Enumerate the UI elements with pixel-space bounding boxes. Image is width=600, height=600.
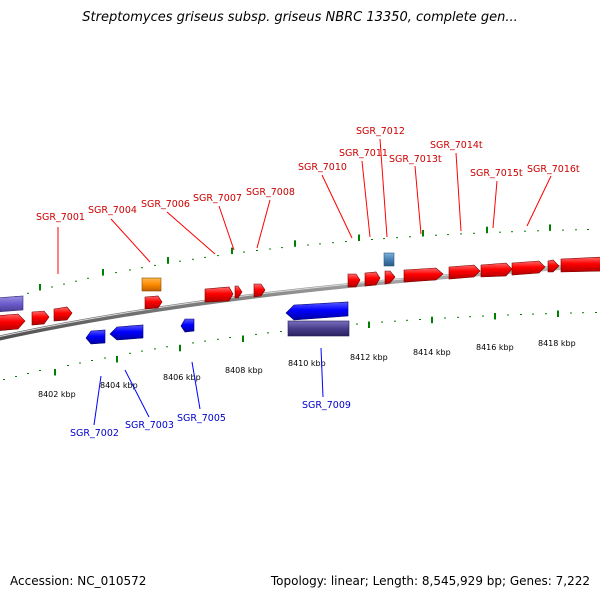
scale-label: 8404 kbp (100, 381, 138, 390)
gene-label[interactable]: SGR_7001 (36, 212, 85, 223)
gene-arrow[interactable] (204, 286, 234, 303)
gene-arrow[interactable] (511, 260, 546, 276)
gene-arrow[interactable] (31, 310, 50, 326)
scale-label: 8408 kbp (225, 366, 263, 375)
gene-label[interactable]: SGR_7009 (302, 400, 351, 411)
gene-arrow[interactable] (253, 283, 266, 298)
gene-label[interactable]: SGR_7011 (339, 148, 388, 159)
scale-labels: 8402 kbp 8404 kbp 8406 kbp 8408 kbp 8410… (38, 339, 576, 399)
gene-arrow[interactable] (109, 324, 144, 341)
gene-label[interactable]: SGR_7007 (193, 193, 242, 204)
gene-label[interactable]: SGR_7006 (141, 199, 190, 210)
gene-arrow[interactable] (560, 256, 600, 273)
scale-label: 8412 kbp (350, 353, 388, 362)
gene-label[interactable]: SGR_7012 (356, 126, 405, 137)
gene-label[interactable]: SGR_7008 (246, 187, 295, 198)
forward-ruler (3, 224, 589, 301)
scale-label: 8414 kbp (413, 348, 451, 357)
gene-label[interactable]: SGR_7013t (389, 154, 442, 165)
gene-label[interactable]: SGR_7004 (88, 205, 137, 216)
scale-label: 8402 kbp (38, 390, 76, 399)
gene-label[interactable]: SGR_7003 (125, 420, 174, 431)
reverse-genes[interactable] (85, 301, 349, 345)
genome-info-text: Topology: linear; Length: 8,545,929 bp; … (270, 574, 590, 588)
feature-block-dark-slate[interactable] (287, 320, 350, 337)
gene-label[interactable]: SGR_7002 (70, 428, 119, 439)
forward-gene-labels: SGR_7001 SGR_7004 SGR_7006 SGR_7007 SGR_… (36, 126, 580, 223)
feature-block-orange[interactable] (141, 277, 162, 292)
gene-arrow[interactable] (384, 270, 396, 285)
gene-arrow[interactable] (144, 295, 163, 310)
gene-arrow[interactable] (180, 318, 195, 333)
reverse-gene-labels: SGR_7002 SGR_7003 SGR_7005 SGR_7009 (70, 400, 351, 439)
reverse-label-connectors (93, 347, 324, 426)
gene-arrow[interactable] (0, 313, 26, 331)
gene-arrow[interactable] (285, 301, 349, 321)
feature-block-slate[interactable] (0, 295, 24, 312)
forward-genes[interactable] (0, 256, 600, 331)
gene-arrow[interactable] (234, 285, 243, 299)
scale-label: 8416 kbp (476, 343, 514, 352)
scale-label: 8406 kbp (163, 373, 201, 382)
gene-label[interactable]: SGR_7015t (470, 168, 523, 179)
gene-label[interactable]: SGR_7010 (298, 162, 347, 173)
scale-label: 8410 kbp (288, 359, 326, 368)
feature-block-steel[interactable] (383, 252, 395, 267)
gene-arrow[interactable] (347, 273, 361, 288)
gene-arrow[interactable] (364, 271, 381, 287)
genome-title: Streptomyces griseus subsp. griseus NBRC… (82, 10, 518, 25)
gene-arrow[interactable] (53, 306, 73, 322)
forward-label-connectors (57, 138, 552, 274)
gene-arrow[interactable] (448, 264, 481, 280)
gene-label[interactable]: SGR_7016t (527, 164, 580, 175)
gene-arrow[interactable] (85, 329, 106, 345)
gene-label[interactable]: SGR_7014t (430, 140, 483, 151)
gene-arrow[interactable] (403, 267, 444, 283)
accession-text: Accession: NC_010572 (10, 574, 147, 588)
gene-arrow[interactable] (480, 262, 513, 278)
scale-label: 8418 kbp (538, 339, 576, 348)
gene-arrow[interactable] (547, 259, 560, 273)
gene-label[interactable]: SGR_7005 (177, 413, 226, 424)
